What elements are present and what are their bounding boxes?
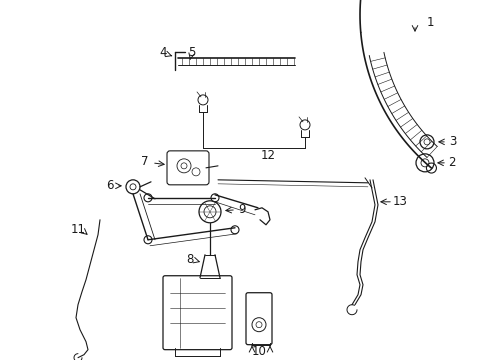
Text: 12: 12 [260, 149, 275, 162]
Text: 4: 4 [159, 46, 166, 59]
Text: 13: 13 [392, 195, 407, 208]
Text: 8: 8 [186, 253, 193, 266]
Text: 7: 7 [141, 156, 148, 168]
Text: 6: 6 [106, 179, 114, 192]
Text: 1: 1 [426, 17, 433, 30]
Text: 5: 5 [188, 46, 195, 59]
Text: 2: 2 [447, 156, 455, 169]
Text: 10: 10 [251, 345, 266, 358]
Text: 9: 9 [238, 203, 245, 216]
Text: 11: 11 [70, 223, 85, 236]
Text: 3: 3 [448, 135, 456, 148]
